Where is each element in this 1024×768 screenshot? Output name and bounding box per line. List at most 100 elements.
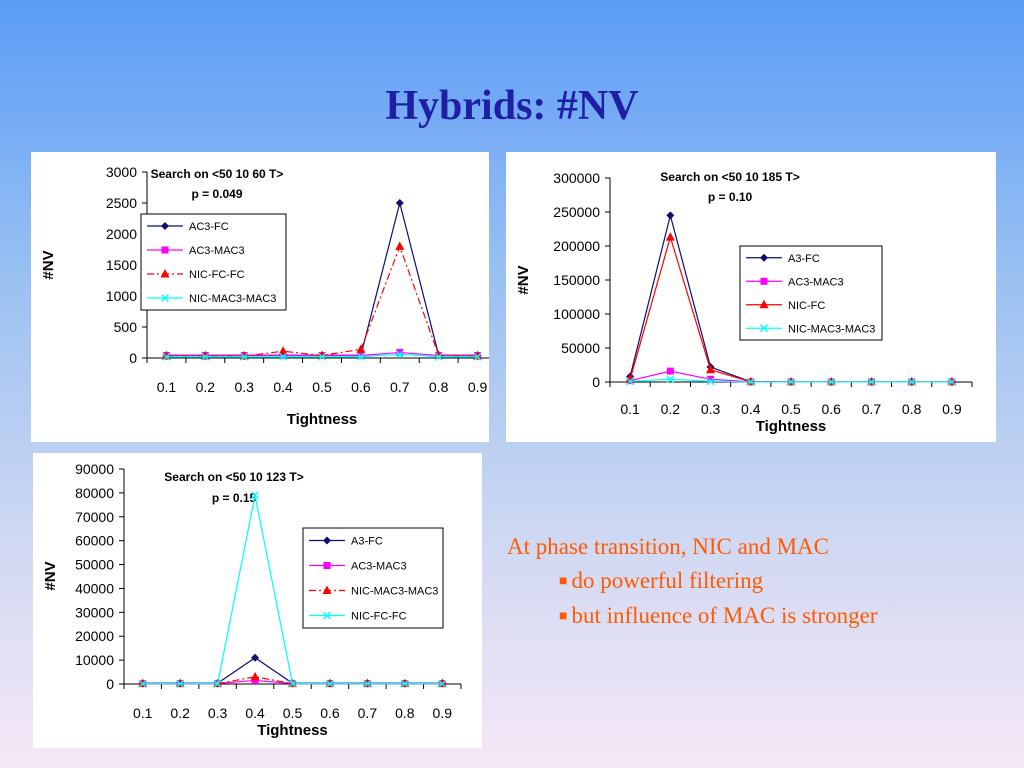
- chart-2-series-4-point: [947, 377, 956, 386]
- chart-3-y-tick-label: 20000: [75, 628, 114, 644]
- chart-2-legend: A3-FC AC3-MAC3 NIC-FC NIC-MAC3-MAC3: [739, 245, 883, 341]
- chart-1-series-4-point: [434, 352, 443, 361]
- chart-3-x-tick-label: 0.1: [133, 705, 153, 721]
- chart-1-series-3-point: [278, 346, 288, 355]
- chart-1-legend-marker: [161, 246, 169, 254]
- chart-2-legend-marker: [760, 324, 768, 333]
- chart-2-series-2-point: [666, 367, 674, 375]
- chart-panel-2: 0 50000 100000 150000 200000 250000 300000 0.1 0…: [506, 152, 996, 442]
- chart-3-x-tick-label: 0.8: [395, 705, 415, 721]
- chart-1-y-tick-label: 2000: [106, 226, 137, 242]
- chart-1-series-4-point: [395, 350, 404, 359]
- chart-2-y-tick-label: 300000: [553, 170, 600, 186]
- chart-1-series-4-point: [162, 352, 171, 361]
- chart-2-x-tick-label: 0.1: [620, 401, 640, 417]
- chart-1-legend-label: AC3-FC: [189, 221, 229, 233]
- chart-3-legend-marker: [323, 562, 331, 569]
- chart-2-series-4-point: [706, 377, 715, 386]
- chart-1-y-tick-label: 3000: [106, 164, 137, 180]
- chart-2-legend-marker: [760, 277, 768, 285]
- chart-2-title: Search on <50 10 185 T>: [660, 170, 799, 184]
- chart-3-legend-label: A3-FC: [351, 536, 383, 548]
- chart-3-series-4-point: [138, 679, 147, 688]
- chart-1-legend-marker: [161, 294, 169, 302]
- chart-1-x-tick-label: 0.3: [234, 379, 254, 395]
- chart-3-legend-box: [302, 527, 444, 629]
- chart-1-series-3-point: [161, 351, 171, 360]
- chart-3-series-3-point: [250, 671, 260, 681]
- chart-3-x-tick-label: 0.6: [320, 705, 340, 721]
- chart-3-series-4-point: [438, 679, 447, 688]
- chart-2-y-tick-label: 0: [592, 374, 600, 390]
- chart-1-y-axis-label: #NV: [40, 250, 57, 279]
- chart-2-series-3-point: [665, 232, 675, 241]
- chart-3-series-4-point: [176, 679, 185, 688]
- chart-2-x-tick-label: 0.3: [701, 401, 721, 417]
- chart-2-x-tick-label: 0.5: [781, 401, 801, 417]
- chart-1-series-2-point: [396, 348, 404, 356]
- chart-3-legend-marker: [323, 536, 331, 545]
- chart-1-legend-marker: [161, 222, 169, 230]
- chart-2-series-4: [626, 375, 956, 386]
- square-bullet-icon: ■: [559, 609, 568, 624]
- chart-3-x-tick-label: 0.3: [208, 705, 228, 721]
- note-bullet-2: ■ but influence of MAC is stronger: [507, 599, 1007, 634]
- chart-3-legend-marker: [322, 585, 332, 594]
- chart-3-legend-label: NIC-MAC3-MAC3: [351, 586, 438, 598]
- chart-3-y-tick-label: 90000: [75, 461, 114, 477]
- chart-2-series-4-point: [666, 375, 675, 384]
- chart-2-y-axis-label: #NV: [515, 265, 532, 294]
- chart-3-y-tick-label: 40000: [75, 580, 114, 596]
- chart-3-series-1-point: [251, 653, 260, 662]
- chart-1-legend-box: [140, 213, 287, 311]
- chart-3-x-tick-label: 0.7: [358, 705, 378, 721]
- chart-2-legend-label: A3-FC: [788, 253, 820, 265]
- chart-1-legend-label: AC3-MAC3: [189, 245, 245, 257]
- chart-1-x-tick-label: 0.8: [429, 379, 449, 395]
- chart-1-x-tick-label: 0.5: [312, 379, 332, 395]
- chart-3-y-tick-label: 50000: [75, 557, 114, 573]
- chart-3-series-4-point: [251, 491, 260, 500]
- chart-panel-3: 0 10000 20000 30000 40000 50000 60000 70000 8000…: [33, 453, 482, 748]
- chart-3-x-tick-label: 0.4: [245, 705, 265, 721]
- note-bullet-1: ■ do powerful filtering: [507, 564, 1007, 599]
- chart-1-title: Search on <50 10 60 T>: [151, 167, 284, 181]
- chart-2-y-tick-label: 200000: [553, 238, 600, 254]
- chart-1-series-3-point: [239, 351, 249, 360]
- chart-2-series-1-point: [666, 211, 675, 220]
- chart-3-series-4-point: [288, 679, 297, 688]
- slide-title: Hybrids: #NV: [385, 83, 639, 129]
- chart-3-legend: A3-FC AC3-MAC3 NIC-MAC3-MAC3 NIC-FC-FC: [302, 527, 444, 629]
- chart-1-y-tick-label: 1500: [106, 257, 137, 273]
- chart-1-series-4-point: [356, 352, 365, 361]
- chart-1-series-3-point: [395, 241, 405, 250]
- note-bullet-2-text: but influence of MAC is stronger: [571, 603, 878, 628]
- chart-1-y-tick-label: 500: [114, 319, 138, 335]
- chart-1-series-2-point: [357, 352, 365, 360]
- square-bullet-icon: ■: [559, 574, 568, 589]
- chart-1-x-tick-label: 0.7: [390, 379, 410, 395]
- chart-1-series-3-point: [200, 351, 210, 360]
- chart-1-legend-label: NIC-FC-FC: [189, 269, 245, 281]
- chart-3-series-4-point: [325, 679, 334, 688]
- chart-3-y-axis-label: #NV: [42, 561, 59, 590]
- chart-3-title: Search on <50 10 123 T>: [164, 470, 303, 484]
- chart-2-series-4-point: [626, 377, 635, 386]
- chart-1-y-tick-label: 2500: [106, 195, 137, 211]
- chart-2-subtitle: p = 0.10: [708, 190, 753, 204]
- chart-3-y-tick-label: 80000: [75, 485, 114, 501]
- chart-1-y-tick-label: 1000: [106, 288, 137, 304]
- chart-2-series-4-point: [827, 377, 836, 386]
- chart-3-series-4: [138, 491, 447, 688]
- chart-1-x-tick-label: 0.1: [157, 379, 177, 395]
- chart-2-series-4-point: [907, 377, 916, 386]
- chart-3-y-tick-label: 60000: [75, 533, 114, 549]
- chart-2-series-4-point: [746, 377, 755, 386]
- chart-2-x-tick-label: 0.6: [821, 401, 841, 417]
- chart-3-x-tick-label: 0.2: [170, 705, 190, 721]
- chart-3-subtitle: p = 0.15: [212, 491, 257, 505]
- chart-2-y-tick-label: 250000: [553, 204, 600, 220]
- chart-2-legend-marker: [760, 253, 768, 262]
- chart-1-series-1-point: [395, 199, 404, 207]
- chart-2-series-4-point: [787, 377, 795, 386]
